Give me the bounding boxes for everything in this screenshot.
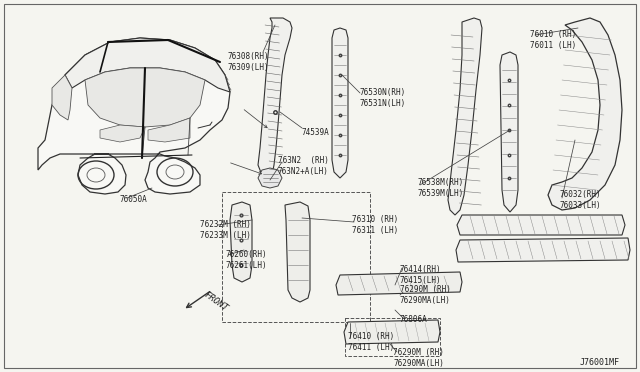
Text: 74539A: 74539A [302,128,330,137]
Polygon shape [100,125,145,142]
Text: 76310 (RH)
76311 (LH): 76310 (RH) 76311 (LH) [352,215,398,235]
Text: 763N2  (RH)
763N2+A(LH): 763N2 (RH) 763N2+A(LH) [278,156,329,176]
Text: 76010 (RH)
76011 (LH): 76010 (RH) 76011 (LH) [530,30,576,50]
Text: 76806A: 76806A [400,315,428,324]
Polygon shape [456,238,630,262]
Text: 76290M (RH)
76290MA(LH): 76290M (RH) 76290MA(LH) [400,285,451,305]
Polygon shape [332,28,348,178]
Polygon shape [548,18,622,210]
Text: 76414(RH)
76415(LH): 76414(RH) 76415(LH) [400,265,442,285]
Text: 76538M(RH)
76539M(LH): 76538M(RH) 76539M(LH) [418,178,464,198]
Polygon shape [258,18,292,178]
Polygon shape [65,38,230,92]
Polygon shape [285,202,310,302]
Polygon shape [457,215,625,235]
Text: 76032(RH)
76033(LH): 76032(RH) 76033(LH) [560,190,602,210]
Polygon shape [448,18,482,215]
Text: 76308(RH)
76309(LH): 76308(RH) 76309(LH) [228,52,269,72]
Polygon shape [258,168,282,188]
Polygon shape [52,75,72,120]
Text: J76001MF: J76001MF [580,358,620,367]
Text: 76290M (RH)
76290MA(LH): 76290M (RH) 76290MA(LH) [393,348,444,368]
Text: FRONT: FRONT [202,291,229,313]
Text: 76050A: 76050A [120,195,148,204]
Polygon shape [500,52,518,212]
Polygon shape [38,38,230,194]
Polygon shape [230,202,252,282]
Polygon shape [336,272,462,295]
Text: 76260(RH)
76261(LH): 76260(RH) 76261(LH) [225,250,267,270]
Bar [222,192,370,322]
Text: 76530N(RH)
76531N(LH): 76530N(RH) 76531N(LH) [360,88,406,108]
Text: 76410 (RH)
76411 (LH): 76410 (RH) 76411 (LH) [348,332,394,352]
Bar [345,318,440,356]
Polygon shape [344,320,440,344]
Text: 76232M (RH)
76233M (LH): 76232M (RH) 76233M (LH) [200,220,251,240]
Polygon shape [148,118,190,142]
Polygon shape [85,68,205,127]
